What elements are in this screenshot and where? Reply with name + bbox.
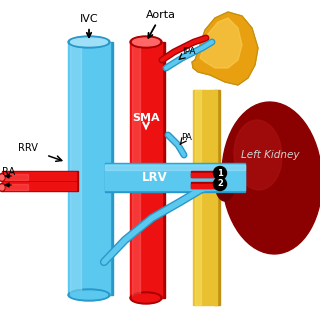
Ellipse shape bbox=[215, 165, 235, 201]
Bar bbox=[2, 181, 78, 191]
Ellipse shape bbox=[0, 183, 5, 191]
Bar bbox=[105, 165, 245, 170]
Text: 1: 1 bbox=[217, 169, 223, 178]
Bar bbox=[130, 42, 162, 298]
Polygon shape bbox=[192, 12, 258, 85]
Ellipse shape bbox=[130, 292, 162, 304]
Ellipse shape bbox=[68, 36, 110, 48]
Bar bbox=[4, 184, 28, 190]
Bar bbox=[214, 90, 220, 305]
Text: IPA: IPA bbox=[182, 47, 196, 57]
Ellipse shape bbox=[222, 102, 320, 254]
Bar bbox=[191, 173, 223, 177]
Text: SMA: SMA bbox=[132, 113, 160, 123]
Circle shape bbox=[213, 178, 227, 190]
Text: PA: PA bbox=[181, 133, 192, 142]
Ellipse shape bbox=[234, 120, 282, 190]
Bar bbox=[132, 42, 140, 298]
Ellipse shape bbox=[68, 289, 110, 301]
Text: IVC: IVC bbox=[80, 14, 98, 37]
Text: LRV: LRV bbox=[142, 171, 168, 184]
Bar bbox=[2, 171, 78, 181]
Bar bbox=[105, 163, 245, 192]
Text: RRV: RRV bbox=[18, 143, 38, 153]
Ellipse shape bbox=[70, 38, 108, 46]
Ellipse shape bbox=[0, 185, 4, 190]
Polygon shape bbox=[200, 18, 242, 68]
Ellipse shape bbox=[70, 291, 108, 299]
Bar bbox=[2, 182, 76, 190]
Bar bbox=[191, 184, 223, 188]
Bar bbox=[195, 90, 201, 305]
Text: Left Kidney: Left Kidney bbox=[241, 150, 299, 160]
Bar bbox=[107, 42, 113, 295]
Ellipse shape bbox=[130, 36, 162, 48]
Bar bbox=[191, 171, 223, 177]
Ellipse shape bbox=[132, 38, 159, 46]
Circle shape bbox=[213, 166, 227, 180]
Bar bbox=[4, 174, 28, 180]
Bar bbox=[159, 42, 165, 298]
Bar bbox=[105, 164, 245, 190]
Text: RA: RA bbox=[2, 167, 15, 177]
Bar bbox=[70, 42, 81, 295]
Bar bbox=[191, 182, 223, 188]
Ellipse shape bbox=[132, 294, 159, 302]
Bar bbox=[193, 90, 217, 305]
Bar bbox=[2, 172, 76, 180]
Ellipse shape bbox=[0, 173, 5, 181]
Ellipse shape bbox=[0, 175, 4, 180]
Text: Aorta: Aorta bbox=[146, 10, 176, 38]
Bar bbox=[68, 42, 110, 295]
Text: 2: 2 bbox=[217, 180, 223, 188]
